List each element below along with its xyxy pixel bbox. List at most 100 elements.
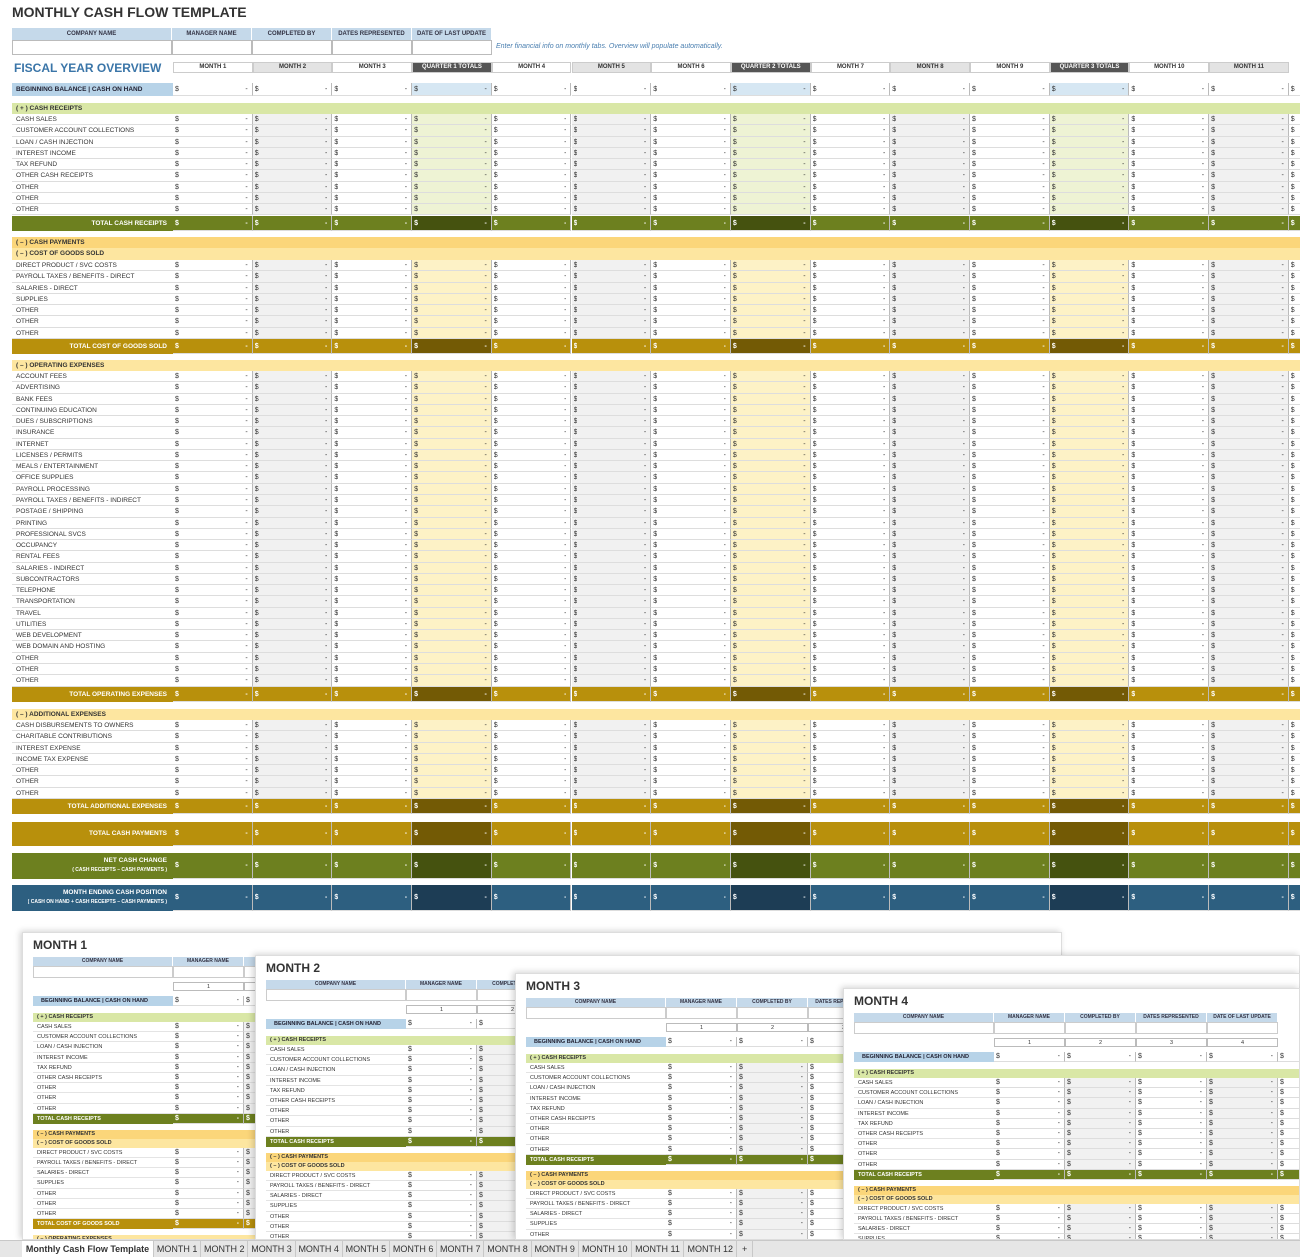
value-cell[interactable]: $- (731, 182, 811, 193)
value-cell[interactable]: $- (412, 765, 492, 776)
value-cell[interactable]: $- (412, 461, 492, 472)
value-cell[interactable]: $- (970, 653, 1050, 664)
value-cell[interactable]: $- (811, 484, 891, 495)
value-cell[interactable]: $- (1207, 1078, 1278, 1088)
value-cell[interactable]: $- (412, 885, 492, 911)
value-cell[interactable]: $- (1209, 574, 1289, 585)
value-cell[interactable]: $- (1289, 608, 1300, 619)
value-cell[interactable]: $- (1289, 788, 1300, 799)
value-cell[interactable]: $- (406, 1201, 477, 1211)
value-cell[interactable]: $- (173, 540, 253, 551)
value-cell[interactable]: $- (890, 619, 970, 630)
value-cell[interactable]: $- (253, 339, 333, 354)
value-cell[interactable]: $- (811, 83, 891, 96)
value-cell[interactable]: $- (737, 1114, 808, 1124)
value-cell[interactable]: $- (492, 427, 572, 438)
value-cell[interactable]: $- (572, 148, 652, 159)
value-cell[interactable]: $- (970, 427, 1050, 438)
value-cell[interactable]: $- (970, 294, 1050, 305)
value-cell[interactable]: $- (253, 653, 333, 664)
value-cell[interactable]: $- (731, 339, 811, 354)
value-cell[interactable]: $- (731, 328, 811, 339)
value-cell[interactable]: $- (406, 1086, 477, 1096)
value-cell[interactable]: $- (1129, 641, 1209, 652)
value-cell[interactable]: $- (811, 371, 891, 382)
value-cell[interactable]: $- (731, 518, 811, 529)
value-cell[interactable]: $- (1050, 506, 1130, 517)
header-field-input[interactable] (172, 40, 252, 55)
value-cell[interactable]: $- (1209, 283, 1289, 294)
value-cell[interactable]: $- (492, 853, 572, 879)
value-cell[interactable]: $- (651, 675, 731, 686)
value-cell[interactable]: $- (1209, 484, 1289, 495)
value-cell[interactable]: $- (731, 574, 811, 585)
value-cell[interactable]: $- (1065, 1109, 1136, 1119)
value-cell[interactable]: $- (970, 675, 1050, 686)
value-cell[interactable]: $- (572, 382, 652, 393)
value-cell[interactable]: $- (412, 316, 492, 327)
value-cell[interactable]: $- (1278, 1109, 1300, 1119)
value-cell[interactable]: $- (253, 170, 333, 181)
value-cell[interactable]: $- (412, 416, 492, 427)
value-cell[interactable]: $- (1289, 551, 1300, 562)
value-cell[interactable]: $- (1050, 664, 1130, 675)
value-cell[interactable]: $- (890, 114, 970, 125)
value-cell[interactable]: $- (492, 596, 572, 607)
value-cell[interactable]: $- (173, 260, 253, 271)
value-cell[interactable]: $- (890, 653, 970, 664)
value-cell[interactable]: $- (492, 461, 572, 472)
value-cell[interactable]: $- (731, 283, 811, 294)
value-cell[interactable]: $- (253, 271, 333, 282)
value-cell[interactable]: $- (811, 305, 891, 316)
value-cell[interactable]: $- (811, 182, 891, 193)
value-cell[interactable]: $- (253, 720, 333, 731)
header-field-input[interactable] (854, 1022, 994, 1034)
value-cell[interactable]: $- (731, 271, 811, 282)
value-cell[interactable]: $- (1129, 664, 1209, 675)
value-cell[interactable]: $- (253, 641, 333, 652)
value-cell[interactable]: $- (1136, 1204, 1207, 1214)
value-cell[interactable]: $- (173, 675, 253, 686)
value-cell[interactable]: $- (412, 731, 492, 742)
value-cell[interactable]: $- (332, 563, 412, 574)
value-cell[interactable]: $- (1129, 83, 1209, 96)
value-cell[interactable]: $- (572, 776, 652, 787)
value-cell[interactable]: $- (332, 551, 412, 562)
value-cell[interactable]: $- (492, 204, 572, 215)
value-cell[interactable]: $- (173, 996, 244, 1006)
value-cell[interactable]: $- (890, 170, 970, 181)
value-cell[interactable]: $- (572, 608, 652, 619)
value-cell[interactable]: $- (332, 159, 412, 170)
value-cell[interactable]: $- (970, 776, 1050, 787)
value-cell[interactable]: $- (1289, 664, 1300, 675)
value-cell[interactable]: $- (731, 125, 811, 136)
value-cell[interactable]: $- (1209, 137, 1289, 148)
value-cell[interactable]: $- (890, 885, 970, 911)
value-cell[interactable]: $- (1136, 1139, 1207, 1149)
value-cell[interactable]: $- (811, 743, 891, 754)
value-cell[interactable]: $- (731, 495, 811, 506)
value-cell[interactable]: $- (1289, 853, 1300, 879)
value-cell[interactable]: $- (492, 170, 572, 181)
value-cell[interactable]: $- (173, 630, 253, 641)
value-cell[interactable]: $- (572, 754, 652, 765)
value-cell[interactable]: $- (811, 585, 891, 596)
value-cell[interactable]: $- (412, 170, 492, 181)
value-cell[interactable]: $- (1289, 204, 1300, 215)
value-cell[interactable]: $- (970, 416, 1050, 427)
value-cell[interactable]: $- (970, 204, 1050, 215)
value-cell[interactable]: $- (173, 754, 253, 765)
value-cell[interactable]: $- (890, 328, 970, 339)
value-cell[interactable]: $- (412, 574, 492, 585)
value-cell[interactable]: $- (572, 585, 652, 596)
value-cell[interactable]: $- (572, 216, 652, 231)
value-cell[interactable]: $- (492, 743, 572, 754)
value-cell[interactable]: $- (1209, 316, 1289, 327)
value-cell[interactable]: $- (173, 1022, 244, 1032)
value-cell[interactable]: $- (890, 641, 970, 652)
value-cell[interactable]: $- (1050, 204, 1130, 215)
header-field-input[interactable] (252, 40, 332, 55)
value-cell[interactable]: $- (1129, 540, 1209, 551)
value-cell[interactable]: $- (572, 416, 652, 427)
value-cell[interactable]: $- (406, 1181, 477, 1191)
